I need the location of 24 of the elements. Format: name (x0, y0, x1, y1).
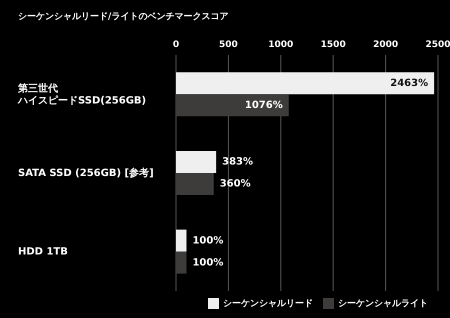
bar (176, 230, 186, 252)
y-tick-label: SATA SSD (256GB) [参考] (18, 166, 154, 179)
x-tick-label: 1500 (320, 40, 346, 50)
data-label: 100% (192, 235, 224, 246)
data-label: 1076% (244, 100, 283, 112)
y-tick-label: 第三世代ハイスピードSSD(256GB) (17, 82, 146, 106)
x-tick-label: 2500 (425, 40, 450, 50)
x-tick-label: 500 (219, 40, 238, 50)
bar (176, 150, 216, 173)
legend-label: シーケンシャルリード (223, 299, 313, 309)
x-tick-label: 2000 (373, 40, 398, 50)
bar (176, 252, 186, 274)
legend-label: シーケンシャルライト (338, 299, 428, 309)
data-label: 100% (192, 257, 224, 268)
data-label: 2463% (390, 78, 428, 90)
y-tick-label: HDD 1TB (18, 246, 68, 258)
data-label: 360% (220, 178, 251, 190)
x-tick-label: 1000 (268, 40, 294, 50)
bar (176, 72, 434, 94)
chart-title: シーケンシャルリード/ライトのベンチマークスコア (18, 11, 228, 23)
x-tick-label: 0 (172, 40, 180, 50)
data-label: 383% (222, 156, 254, 168)
bar (176, 94, 289, 116)
bar (176, 172, 214, 195)
